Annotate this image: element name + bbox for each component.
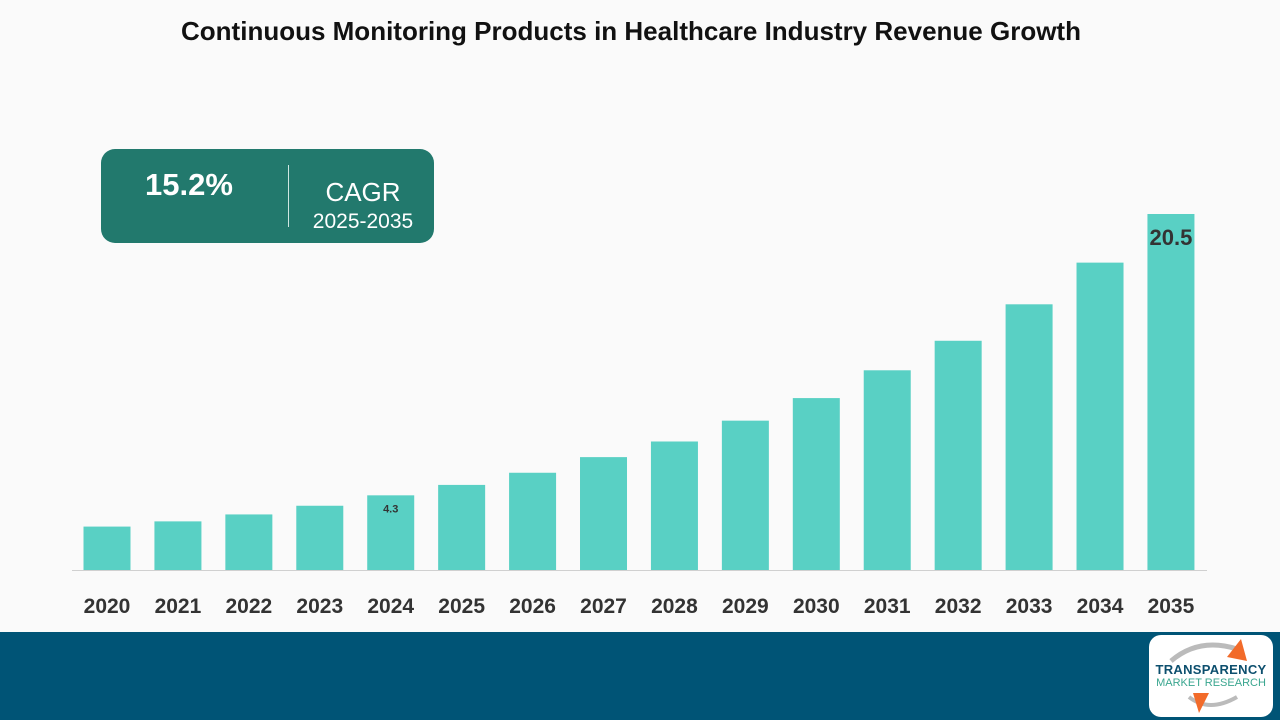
x-tick-label: 2031 xyxy=(864,595,911,618)
x-tick-label: 2029 xyxy=(722,595,769,618)
data-label: 20.5 xyxy=(1150,225,1193,250)
data-label: 4.3 xyxy=(383,503,398,515)
cagr-label: CAGR xyxy=(325,177,401,207)
bar-2021 xyxy=(154,521,202,570)
x-tick-label: 2026 xyxy=(509,595,556,618)
x-tick-label: 2025 xyxy=(438,595,485,618)
chart-title: Continuous Monitoring Products in Health… xyxy=(181,16,1081,46)
logo-line1: TRANSPARENCY xyxy=(1155,662,1267,677)
x-tick-label: 2030 xyxy=(793,595,840,618)
bar-2022 xyxy=(225,514,273,570)
bar-2023 xyxy=(296,505,344,570)
x-tick-label: 2035 xyxy=(1148,595,1195,618)
bar-2025 xyxy=(438,484,486,570)
bar-2030 xyxy=(792,398,840,570)
logo-line2: MARKET RESEARCH xyxy=(1156,677,1266,689)
x-tick-label: 2021 xyxy=(155,595,202,618)
x-tick-label: 2033 xyxy=(1006,595,1053,618)
x-tick-label: 2034 xyxy=(1077,595,1124,618)
x-tick-label: 2020 xyxy=(84,595,131,618)
x-tick-label: 2023 xyxy=(296,595,343,618)
bar-2024 xyxy=(367,495,415,570)
bar-2031 xyxy=(863,370,911,570)
cagr-value: 15.2% xyxy=(145,167,233,202)
x-tick-label: 2032 xyxy=(935,595,982,618)
x-tick-label: 2024 xyxy=(367,595,414,618)
bar-2020 xyxy=(83,526,131,570)
bar-chart: 2020 2021 2022 2023 2024 4.3 2025 2026 2027 2028 2… xyxy=(72,214,1207,618)
footer-band xyxy=(0,632,1280,720)
bar-2035 xyxy=(1147,214,1195,570)
bar-2033 xyxy=(1005,304,1053,570)
x-tick-label: 2022 xyxy=(226,595,273,618)
bar-2028 xyxy=(650,441,698,570)
bar-2034 xyxy=(1076,262,1124,570)
company-logo: TRANSPARENCY MARKET RESEARCH xyxy=(1149,635,1273,717)
cagr-divider xyxy=(288,165,289,227)
bar-2027 xyxy=(580,457,628,570)
cagr-period: 2025-2035 xyxy=(312,210,414,233)
x-tick-label: 2028 xyxy=(651,595,698,618)
x-tick-label: 2027 xyxy=(580,595,627,618)
logo-arrow-icon xyxy=(1169,639,1247,713)
bar-2029 xyxy=(721,420,769,570)
bar-2032 xyxy=(934,340,982,570)
cagr-box: 15.2% CAGR 2025-2035 xyxy=(101,149,434,243)
bar-2026 xyxy=(509,472,557,570)
